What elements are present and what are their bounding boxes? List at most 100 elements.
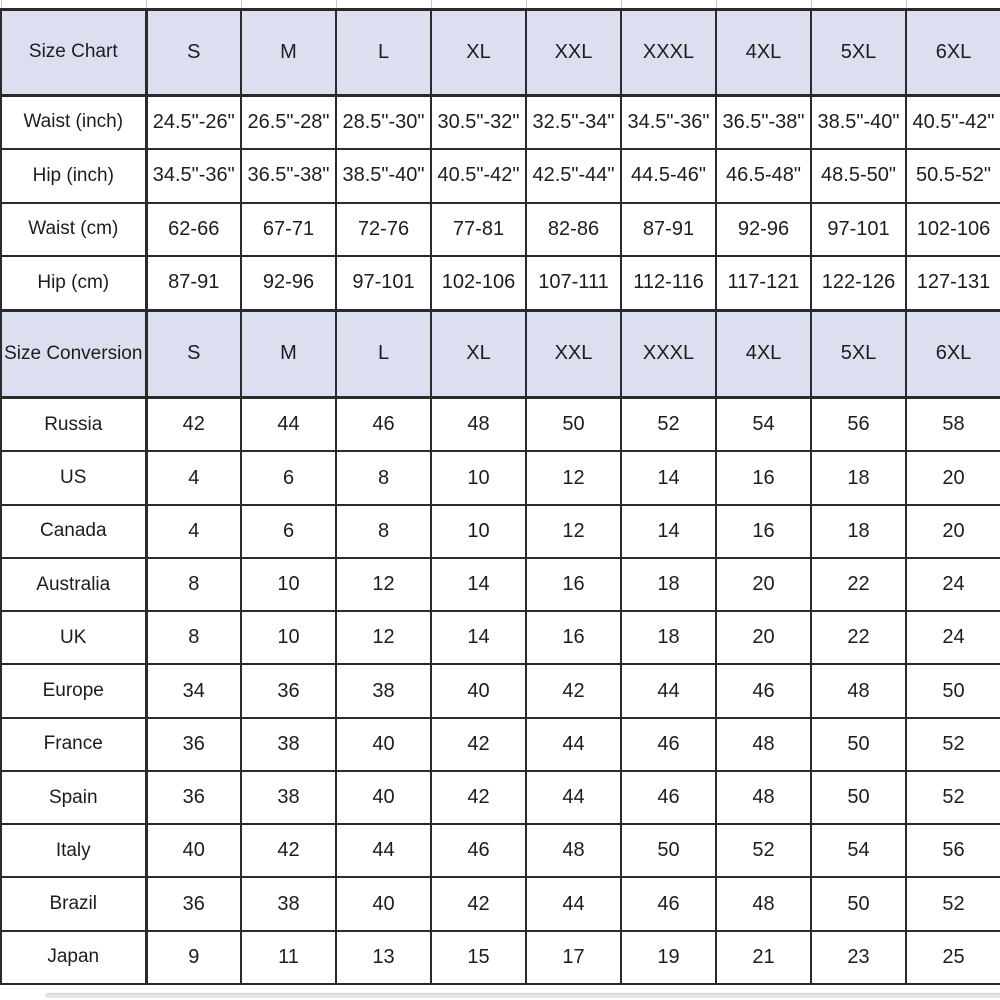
row-label: Hip (inch)	[0, 148, 148, 204]
cropped-top-cell	[335, 0, 432, 9]
row-label: Japan	[0, 929, 148, 986]
size-column-header: XL	[430, 7, 527, 97]
value-cell: 46	[335, 396, 432, 453]
value-cell: 48	[525, 823, 622, 879]
value-cell: 50	[620, 823, 717, 879]
cropped-top-cell	[810, 0, 907, 9]
table-row: Hip (cm) 87-91 92-96 97-101 102-106 107-111 11…	[0, 254, 1000, 312]
value-cell: 20	[715, 610, 812, 666]
size-column-header: M	[240, 308, 337, 399]
value-cell: 38	[240, 716, 337, 772]
value-cell: 11	[240, 929, 337, 986]
size-column-header: XXL	[525, 7, 622, 97]
table-row: Russia 42 44 46 48 50 52 54 56 58	[0, 396, 1000, 453]
value-cell: 8	[335, 503, 432, 559]
row-label: Waist (inch)	[0, 93, 148, 151]
table-row: Australia 8 10 12 14 16 18 20 22 24	[0, 556, 1000, 613]
value-cell: 102-106	[905, 201, 1000, 257]
size-conversion-header-row: Size Conversion S M L XL XXL XXXL 4XL 5XL 6XL	[0, 308, 1000, 399]
value-cell: 87-91	[145, 254, 242, 312]
value-cell: 6	[240, 450, 337, 506]
value-cell: 82-86	[525, 201, 622, 257]
value-cell: 40	[335, 769, 432, 826]
value-cell: 25	[905, 929, 1000, 986]
row-label: Waist (cm)	[0, 201, 148, 257]
value-cell: 48	[810, 663, 907, 719]
value-cell: 77-81	[430, 201, 527, 257]
value-cell: 42.5"-44"	[525, 148, 622, 204]
value-cell: 38	[240, 876, 337, 932]
value-cell: 50.5-52"	[905, 148, 1000, 204]
value-cell: 92-96	[240, 254, 337, 312]
table-row: Japan 9 11 13 15 17 19 21 23 25	[0, 929, 1000, 986]
value-cell: 107-111	[525, 254, 622, 312]
value-cell: 50	[905, 663, 1000, 719]
row-label: US	[0, 450, 148, 506]
value-cell: 36.5"-38"	[240, 148, 337, 204]
table-row: Canada 4 6 8 10 12 14 16 18 20	[0, 503, 1000, 559]
value-cell: 34	[145, 663, 242, 719]
value-cell: 52	[905, 769, 1000, 826]
value-cell: 42	[430, 769, 527, 826]
value-cell: 46	[715, 663, 812, 719]
value-cell: 10	[240, 556, 337, 613]
table-row: Italy 40 42 44 46 48 50 52 54 56	[0, 823, 1000, 879]
value-cell: 20	[905, 503, 1000, 559]
value-cell: 16	[715, 503, 812, 559]
value-cell: 38	[240, 769, 337, 826]
value-cell: 46	[620, 716, 717, 772]
value-cell: 14	[620, 450, 717, 506]
value-cell: 14	[430, 610, 527, 666]
value-cell: 16	[715, 450, 812, 506]
row-label: UK	[0, 610, 148, 666]
value-cell: 18	[620, 556, 717, 613]
value-cell: 36.5"-38"	[715, 93, 812, 151]
value-cell: 46	[620, 769, 717, 826]
cropped-top-row	[0, 0, 1000, 9]
value-cell: 4	[145, 503, 242, 559]
value-cell: 42	[430, 716, 527, 772]
value-cell: 87-91	[620, 201, 717, 257]
value-cell: 97-101	[810, 201, 907, 257]
size-column-header: XXL	[525, 308, 622, 399]
value-cell: 40	[145, 823, 242, 879]
value-cell: 19	[620, 929, 717, 986]
value-cell: 44	[620, 663, 717, 719]
cropped-top-cell	[145, 0, 242, 9]
row-label: Brazil	[0, 876, 148, 932]
value-cell: 56	[905, 823, 1000, 879]
value-cell: 24.5"-26"	[145, 93, 242, 151]
size-column-header: L	[335, 308, 432, 399]
row-label: Spain	[0, 769, 148, 826]
value-cell: 22	[810, 610, 907, 666]
table-row: Brazil 36 38 40 42 44 46 48 50 52	[0, 876, 1000, 932]
value-cell: 8	[145, 556, 242, 613]
cropped-top-cell	[620, 0, 717, 9]
value-cell: 50	[810, 876, 907, 932]
size-column-header: 4XL	[715, 7, 812, 97]
value-cell: 112-116	[620, 254, 717, 312]
value-cell: 24	[905, 610, 1000, 666]
value-cell: 10	[430, 503, 527, 559]
value-cell: 30.5"-32"	[430, 93, 527, 151]
value-cell: 10	[430, 450, 527, 506]
value-cell: 50	[525, 396, 622, 453]
value-cell: 20	[715, 556, 812, 613]
value-cell: 102-106	[430, 254, 527, 312]
size-column-header: 6XL	[905, 308, 1000, 399]
bottom-crop-area	[0, 985, 1000, 1000]
value-cell: 52	[715, 823, 812, 879]
value-cell: 16	[525, 610, 622, 666]
row-label: France	[0, 716, 148, 772]
value-cell: 4	[145, 450, 242, 506]
value-cell: 40.5"-42"	[430, 148, 527, 204]
value-cell: 26.5"-28"	[240, 93, 337, 151]
value-cell: 92-96	[715, 201, 812, 257]
value-cell: 48	[715, 716, 812, 772]
size-column-header: 4XL	[715, 308, 812, 399]
row-label: Australia	[0, 556, 148, 613]
value-cell: 46.5-48"	[715, 148, 812, 204]
value-cell: 42	[145, 396, 242, 453]
value-cell: 42	[430, 876, 527, 932]
